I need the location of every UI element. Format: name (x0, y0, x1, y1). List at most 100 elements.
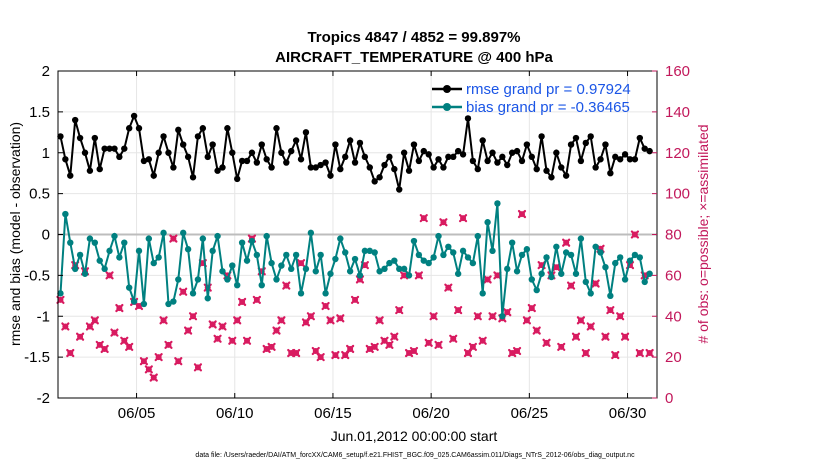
obs-point-96 (527, 303, 536, 313)
obs-point-22 (164, 340, 173, 349)
obs-point-49 (296, 259, 306, 268)
bias-point-30 (204, 295, 211, 302)
bias-point-52 (312, 268, 319, 275)
bias-point-88 (489, 247, 496, 255)
bias-point-108 (587, 290, 594, 297)
obs-point-99 (542, 338, 551, 347)
rmse-point-61 (356, 139, 364, 147)
obs-o-49 (298, 260, 305, 267)
bias-point-111 (602, 264, 609, 271)
obs-o-6 (86, 323, 93, 330)
obs-o-108 (587, 323, 594, 330)
bias-point-41 (258, 281, 265, 289)
rmse-point-62 (361, 153, 369, 161)
rmse-point-32 (214, 167, 221, 174)
rmse-point-113 (612, 153, 619, 161)
rmse-point-100 (548, 174, 555, 181)
obs-point-102 (557, 342, 566, 352)
bias-point-83 (464, 254, 472, 261)
obs-point-60 (350, 295, 360, 304)
obs-o-109 (592, 280, 599, 287)
obs-o-80 (450, 335, 457, 342)
obs-point-31 (208, 320, 217, 329)
bias-point-50 (302, 265, 310, 273)
legend-rmse-marker (443, 85, 451, 93)
legend: rmse grand pr = 0.97924 bias grand pr = … (432, 81, 631, 116)
obs-point-67 (385, 340, 394, 349)
bias-point-56 (332, 255, 339, 263)
rmse-point-40 (253, 159, 261, 166)
bias-point-40 (253, 251, 261, 259)
legend-bias-label: bias grand pr = -0.36465 (466, 99, 630, 116)
obs-point-18 (144, 365, 153, 374)
bias-point-57 (337, 235, 344, 242)
obs-point-40 (252, 295, 261, 304)
rmse-point-56 (332, 141, 339, 148)
obs-o-27 (190, 313, 197, 320)
obs-point-12 (115, 303, 124, 313)
y-right-tick-label-7: 140 (665, 104, 690, 121)
bias-point-68 (391, 257, 398, 264)
bias-point-63 (366, 247, 373, 255)
obs-point-117 (630, 230, 640, 239)
x-tick-label-1: 06/10 (216, 405, 254, 422)
legend-rmse-label: rmse grand pr = 0.97924 (466, 81, 631, 98)
bias-series (57, 200, 653, 320)
obs-point-38 (242, 336, 252, 345)
bias-point-81 (454, 270, 462, 277)
rmse-point-77 (435, 156, 442, 163)
bias-point-112 (607, 292, 614, 300)
obs-point-13 (120, 336, 129, 345)
bias-point-84 (469, 259, 477, 267)
obs-point-37 (238, 297, 247, 307)
obs-point-7 (90, 316, 99, 325)
bias-point-62 (361, 247, 369, 255)
obs-point-101 (552, 263, 561, 272)
rmse-point-42 (263, 156, 270, 163)
obs-o-45 (278, 317, 285, 324)
obs-o-93 (514, 347, 521, 354)
obs-point-44 (272, 326, 281, 335)
obs-point-10 (105, 271, 114, 280)
obs-o-47 (288, 350, 295, 357)
bias-point-14 (125, 284, 133, 291)
rmse-point-6 (86, 167, 94, 174)
rmse-point-41 (258, 141, 265, 148)
obs-o-75 (425, 339, 432, 346)
rmse-point-69 (396, 186, 403, 193)
obs-o-84 (469, 343, 476, 350)
obs-o-19 (150, 374, 157, 381)
bias-point-44 (273, 276, 280, 283)
obs-o-120 (646, 350, 653, 357)
obs-point-79 (444, 283, 453, 292)
y-right-tick-label-1: 20 (665, 349, 682, 366)
obs-point-89 (493, 271, 502, 280)
obs-point-20 (154, 353, 163, 362)
obs-o-43 (268, 343, 275, 350)
obs-o-65 (376, 317, 383, 324)
bias-point-10 (106, 247, 113, 255)
bias-point-77 (435, 232, 442, 240)
rmse-point-30 (204, 153, 211, 161)
obs-o-21 (160, 317, 167, 324)
obs-o-73 (415, 272, 422, 279)
bias-point-51 (307, 229, 315, 237)
obs-o-76 (430, 313, 437, 320)
x-tick-label-4: 06/25 (511, 405, 549, 422)
bias-point-75 (425, 259, 432, 267)
obs-o-82 (460, 215, 467, 222)
bias-point-11 (111, 232, 118, 240)
obs-o-35 (229, 337, 236, 344)
rmse-point-105 (572, 134, 580, 142)
obs-o-13 (121, 337, 128, 344)
bias-point-90 (499, 313, 506, 320)
obs-point-24 (174, 357, 183, 366)
bias-point-24 (175, 276, 182, 283)
rmse-point-7 (91, 134, 99, 142)
obs-point-27 (188, 312, 198, 321)
bias-point-36 (234, 281, 241, 289)
rmse-point-99 (543, 167, 550, 174)
bias-point-116 (626, 257, 634, 264)
rmse-point-110 (597, 156, 604, 163)
bias-point-37 (238, 239, 246, 246)
